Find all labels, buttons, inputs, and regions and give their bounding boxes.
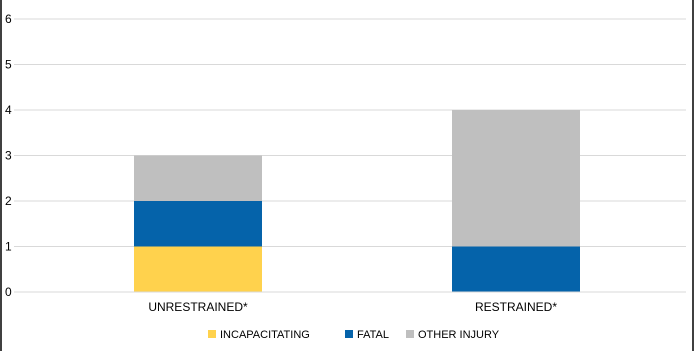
y-axis-tick-labels: 0 1 2 3 4 5 6 xyxy=(5,12,12,299)
legend-swatch xyxy=(406,330,414,338)
bar-segment-other-injury xyxy=(452,110,580,247)
y-tick-label: 3 xyxy=(5,149,12,163)
legend-label: INCAPACITATING xyxy=(220,329,310,341)
y-tick-label: 0 xyxy=(5,285,12,299)
legend-label: OTHER INJURY xyxy=(418,329,500,341)
bars xyxy=(134,110,580,292)
y-tick-label: 5 xyxy=(5,58,12,72)
bar-segment-incapacitating xyxy=(134,246,262,292)
legend-swatch xyxy=(208,330,216,338)
x-tick-label: RESTRAINED* xyxy=(475,300,557,314)
legend-swatch xyxy=(345,330,353,338)
y-tick-label: 1 xyxy=(5,240,12,254)
y-tick-label: 2 xyxy=(5,194,12,208)
bar-segment-fatal xyxy=(452,246,580,292)
legend: INCAPACITATING FATAL OTHER INJURY xyxy=(208,329,500,341)
y-tick-label: 6 xyxy=(5,12,12,26)
bar-segment-fatal xyxy=(134,201,262,247)
y-tick-label: 4 xyxy=(5,103,12,117)
x-tick-label: UNRESTRAINED* xyxy=(148,300,248,314)
bar-segment-other-injury xyxy=(134,155,262,201)
legend-label: FATAL xyxy=(357,329,389,341)
x-axis-tick-labels: UNRESTRAINED* RESTRAINED* xyxy=(148,300,557,314)
